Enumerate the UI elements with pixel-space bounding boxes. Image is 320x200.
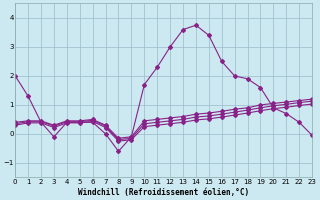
X-axis label: Windchill (Refroidissement éolien,°C): Windchill (Refroidissement éolien,°C) [78,188,249,197]
